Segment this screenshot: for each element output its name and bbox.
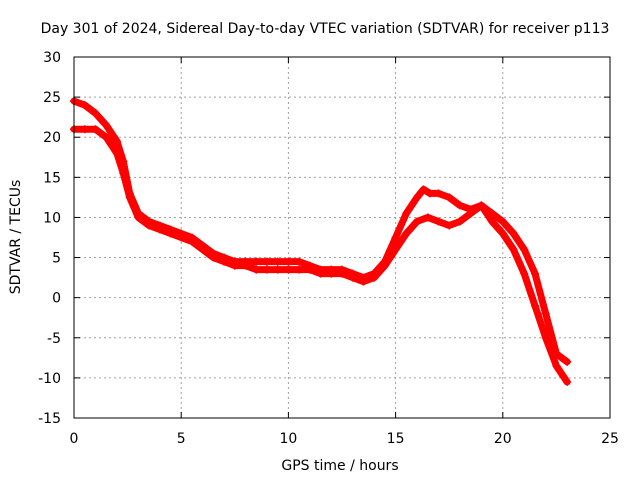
- series-point: [563, 377, 572, 386]
- series-point: [316, 269, 325, 278]
- y-tick-label: 5: [52, 251, 61, 267]
- series-point: [273, 257, 282, 266]
- series-point: [252, 265, 261, 274]
- series-point: [455, 217, 464, 226]
- y-tick-label: -15: [38, 411, 61, 427]
- x-axis-label: GPS time / hours: [281, 458, 398, 474]
- series-point: [391, 233, 400, 242]
- series-point: [370, 273, 379, 282]
- series-line-2: [70, 125, 571, 386]
- series-point: [541, 309, 550, 318]
- series-point: [434, 217, 443, 226]
- series-point: [445, 193, 454, 202]
- series-point: [305, 265, 314, 274]
- series-point: [252, 257, 261, 266]
- y-axis-label: SDTVAR / TECUs: [8, 180, 24, 295]
- series-point: [220, 257, 229, 266]
- series-point: [134, 213, 143, 222]
- series-point: [327, 269, 336, 278]
- series-point: [445, 221, 454, 230]
- series-point: [145, 221, 154, 230]
- y-tick-label: 15: [43, 170, 61, 186]
- series-point: [348, 273, 357, 282]
- plot-frame: [73, 56, 611, 419]
- tick-labels: 0 5 10 15 20 25 -15 -10 -5 0 5 10 15 20 25 30: [38, 50, 619, 447]
- series-point: [91, 109, 100, 118]
- y-tick-label: 0: [52, 291, 61, 307]
- series-point: [284, 257, 293, 266]
- series-point: [166, 229, 175, 238]
- y-tick-label: 25: [43, 90, 61, 106]
- series-point: [230, 261, 239, 270]
- series-point: [241, 261, 250, 270]
- series-point: [262, 257, 271, 266]
- x-tick-label: 5: [177, 431, 186, 447]
- series-point: [498, 229, 507, 238]
- y-tick-label: 30: [43, 50, 61, 66]
- series-point: [112, 137, 121, 146]
- series-point: [284, 265, 293, 274]
- series-point: [434, 189, 443, 198]
- series-point: [187, 237, 196, 246]
- series-point: [530, 269, 539, 278]
- series-point: [509, 229, 518, 238]
- y-tick-label: 10: [43, 210, 61, 226]
- series-layer: [70, 97, 572, 386]
- y-tick-label: -10: [38, 371, 61, 387]
- series-point: [520, 269, 529, 278]
- series-point: [295, 265, 304, 274]
- series-point: [295, 257, 304, 266]
- series-point: [498, 217, 507, 226]
- series-point: [477, 201, 486, 210]
- y-tick-label: 20: [43, 130, 61, 146]
- series-line-1: [70, 97, 571, 366]
- series-point: [380, 261, 389, 270]
- series-point: [391, 245, 400, 254]
- series-point: [402, 229, 411, 238]
- x-tick-label: 10: [279, 431, 297, 447]
- series-point: [425, 189, 434, 198]
- series-point: [209, 253, 218, 262]
- series-point: [198, 245, 207, 254]
- series-point: [413, 217, 422, 226]
- series-point: [488, 217, 497, 226]
- grid-lines: [74, 57, 610, 418]
- series-point: [455, 201, 464, 210]
- series-point: [423, 213, 432, 222]
- series-point: [177, 233, 186, 242]
- series-point: [530, 301, 539, 310]
- chart-title: Day 301 of 2024, Sidereal Day-to-day VTE…: [41, 21, 610, 37]
- series-point: [338, 269, 346, 278]
- series-point: [552, 361, 561, 370]
- series-point: [563, 357, 572, 366]
- series-point: [520, 245, 529, 254]
- series-point: [125, 193, 134, 202]
- series-point: [262, 265, 271, 274]
- series-point: [80, 101, 89, 110]
- series-point: [102, 133, 111, 142]
- y-tick-label: -5: [47, 331, 61, 347]
- series-point: [119, 169, 128, 178]
- axis-ticks: [73, 56, 611, 419]
- x-tick-label: 0: [70, 431, 79, 447]
- series-point: [112, 149, 121, 158]
- series-point: [413, 193, 422, 202]
- series-point: [419, 185, 428, 194]
- series-point: [80, 125, 89, 134]
- series-point: [466, 209, 475, 218]
- x-tick-label: 20: [494, 431, 512, 447]
- series-point: [273, 265, 282, 274]
- series-point: [102, 121, 111, 130]
- x-tick-label: 25: [601, 431, 619, 447]
- series-point: [91, 125, 100, 134]
- series-point: [541, 333, 550, 342]
- series-point: [402, 209, 411, 218]
- series-point: [359, 277, 368, 286]
- x-tick-label: 15: [387, 431, 405, 447]
- series-point: [155, 225, 164, 234]
- series-point: [509, 245, 518, 254]
